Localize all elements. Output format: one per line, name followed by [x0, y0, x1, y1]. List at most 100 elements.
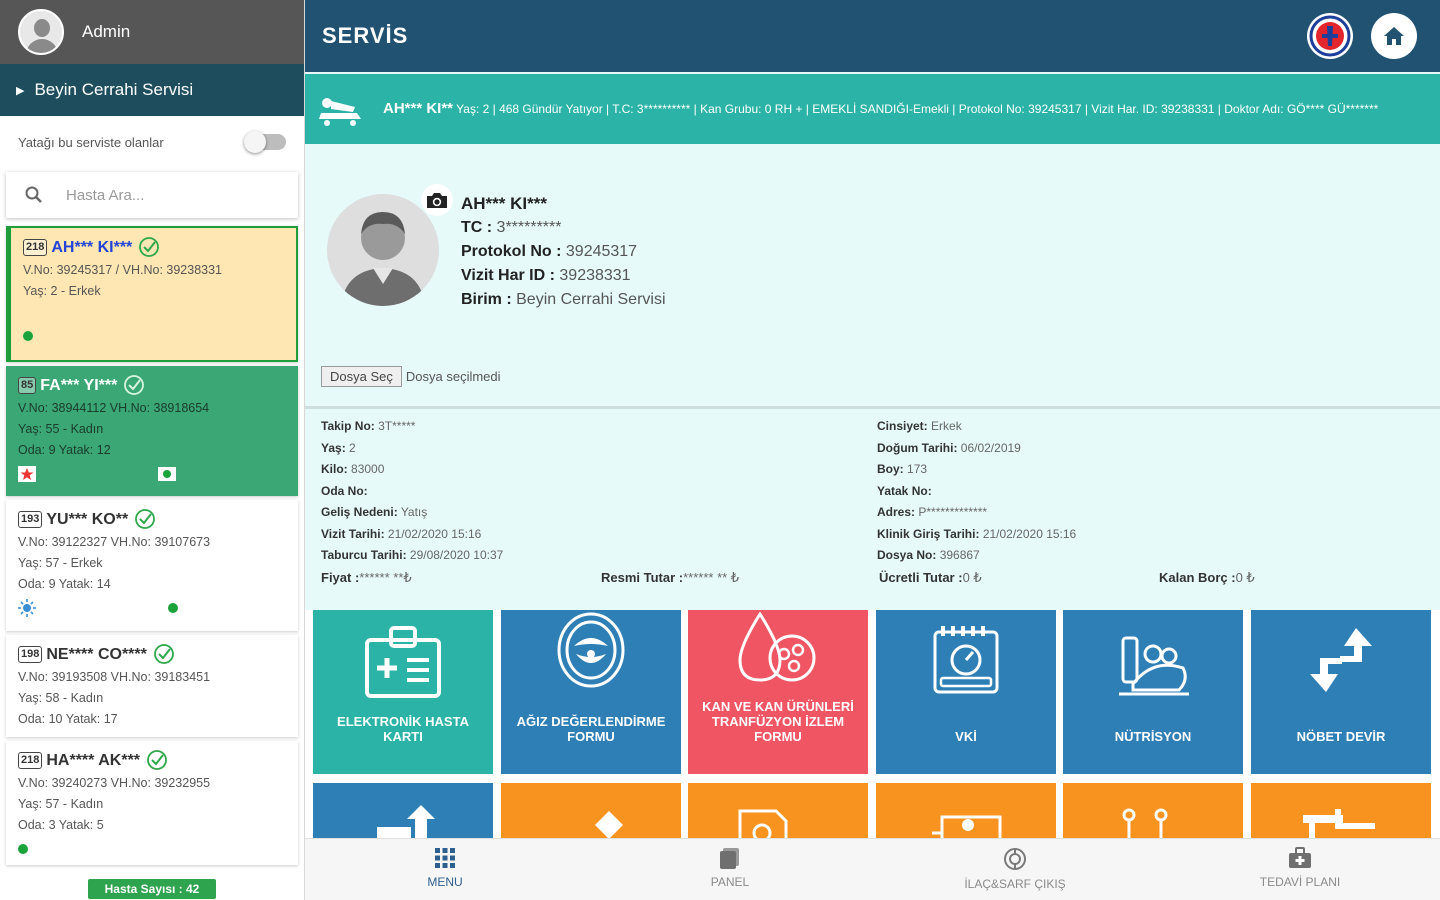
tile-row2-3[interactable] — [688, 783, 868, 843]
tile-label: VKİ — [955, 729, 977, 744]
visit-label: Vizit Har ID : — [461, 267, 560, 284]
detail-label: Yatak No: — [877, 483, 932, 498]
details-right: Cinsiyet: Erkek Doğum Tarihi: 06/02/2019… — [877, 416, 1076, 567]
detail-label: Vizit Tarihi: — [321, 526, 385, 541]
tile-bmi[interactable]: VKİ — [876, 610, 1056, 774]
tile-row2-5[interactable] — [1063, 783, 1243, 843]
status-flag-icon — [158, 467, 176, 481]
tc-label: TC : — [461, 219, 497, 236]
top-bar: SERVİS — [305, 0, 1440, 72]
patient-age-sex: Yaş: 2 - Erkek — [23, 284, 101, 298]
page-title: SERVİS — [322, 23, 409, 48]
bed-badge: 218 — [18, 751, 43, 769]
tile-row2-1[interactable] — [313, 783, 493, 843]
price-value: ****** **₺ — [359, 570, 412, 585]
bed-filter-label: Yatağı bu serviste olanlar — [18, 134, 164, 150]
patient-room: Oda: 3 Yatak: 5 — [18, 818, 104, 832]
patient-card[interactable]: 218 AH*** KI*** V.No: 39245317 / VH.No: 3… — [6, 226, 298, 362]
nav-panel[interactable]: PANEL — [630, 847, 830, 889]
tile-shift-handover[interactable]: NÖBET DEVİR — [1251, 610, 1431, 774]
patient-visit-no: V.No: 39193508 VH.No: 39183451 — [18, 670, 211, 684]
patient-card[interactable]: 85 FA*** YI*** V.No: 38944112 VH.No: 3891… — [6, 366, 298, 496]
visit-value: 39238331 — [559, 267, 631, 284]
tile-row2-6[interactable] — [1251, 783, 1431, 843]
tile-row2-4[interactable] — [876, 783, 1056, 843]
tile-nutrition[interactable]: NÜTRİSYON — [1063, 610, 1243, 774]
patient-room: Oda: 10 Yatak: 17 — [18, 712, 118, 726]
patient-visit-no: V.No: 38944112 VH.No: 38918654 — [18, 401, 210, 415]
detail-label: Doğum Tarihi: — [877, 440, 958, 455]
detail-label: Oda No: — [321, 483, 368, 498]
patient-summary: AH*** KI*** TC : 3********* Protokol No … — [461, 192, 666, 312]
nav-menu[interactable]: MENU — [345, 847, 545, 889]
avatar[interactable] — [18, 9, 64, 55]
home-button[interactable] — [1371, 13, 1417, 59]
detail-value: 173 — [907, 462, 928, 476]
grid-icon — [435, 848, 455, 868]
check-circle-icon — [124, 375, 145, 395]
detail-label: Boy: — [877, 462, 904, 476]
search-input[interactable] — [66, 186, 266, 204]
tools-icon — [1303, 809, 1375, 843]
nav-pharmacy-exit[interactable]: İLAÇ&SARF ÇIKIŞ — [915, 847, 1115, 891]
tile-oral-assessment[interactable]: AĞIZ DEĞERLENDİRME FORMU — [501, 610, 681, 774]
patient-age-sex: Yaş: 58 - Kadın — [18, 691, 104, 705]
patient-room — [23, 302, 286, 323]
home-icon — [1384, 27, 1404, 45]
pharmacy-icon — [1004, 848, 1026, 870]
tile-label: NÖBET DEVİR — [1296, 729, 1386, 744]
choose-file-button[interactable]: Dosya Seç — [321, 366, 402, 387]
check-circle-icon — [147, 750, 167, 770]
detail-label: Geliş Nedeni: — [321, 505, 398, 519]
detail-label: Dosya No: — [877, 548, 937, 562]
detail-value: 3T***** — [378, 419, 416, 433]
patient-card[interactable]: 193 YU*** KO** V.No: 39122327 VH.No: 3910… — [6, 500, 298, 631]
detail-value: Erkek — [931, 419, 962, 433]
nutrition-icon — [1119, 636, 1189, 696]
status-dot-icon — [18, 844, 28, 854]
nav-treatment-plan[interactable]: TEDAVİ PLANI — [1200, 847, 1400, 889]
service-selector[interactable]: ▶ Beyin Cerrahi Servisi — [0, 64, 304, 116]
protocol-label: Protokol No : — [461, 243, 566, 260]
patient-search — [6, 172, 298, 218]
patient-bed-icon — [319, 98, 361, 126]
bed-filter-toggle[interactable] — [244, 131, 286, 153]
bed-badge: 198 — [18, 645, 43, 663]
mouth-icon — [557, 612, 625, 688]
patient-card[interactable]: 218 HA**** AK*** V.No: 39240273 VH.No: 39… — [6, 741, 298, 865]
price-label: Fiyat : — [321, 570, 360, 585]
nav-label: PANEL — [710, 875, 750, 889]
patient-info-strip: AH*** KI** Yaş: 2 | 468 Gündür Yatıyor |… — [305, 72, 1440, 144]
hospital-logo-button[interactable] — [1307, 13, 1353, 59]
camera-button[interactable] — [421, 184, 453, 216]
patient-name: HA**** AK*** — [46, 751, 141, 769]
patient-photo — [327, 194, 439, 306]
patient-visit-no: V.No: 39122327 VH.No: 39107673 — [18, 535, 211, 549]
patient-card[interactable]: 198 NE**** CO**** V.No: 39193508 VH.No: 3… — [6, 635, 298, 737]
search-icon — [25, 186, 42, 203]
status-dot-icon — [168, 603, 178, 613]
tile-row2-2[interactable] — [501, 783, 681, 843]
bottom-nav: MENU PANEL İLAÇ&SARF ÇIKIŞ TEDAVİ PLANI — [305, 838, 1440, 900]
remaining-debt-label: Kalan Borç : — [1159, 570, 1236, 585]
star-flag-icon — [18, 466, 36, 482]
protocol-value: 39245317 — [565, 243, 638, 260]
nav-label: MENU — [427, 875, 463, 889]
detail-label: Kilo: — [321, 462, 348, 476]
bed-badge: 218 — [23, 238, 48, 256]
patient-name: YU*** KO** — [46, 510, 129, 528]
tile-blood-transfusion[interactable]: KAN VE KAN ÜRÜNLERİ TRANFÜZYON İZLEM FOR… — [688, 610, 868, 774]
detail-label: Cinsiyet: — [877, 419, 928, 433]
detail-value: 29/08/2020 10:37 — [409, 548, 504, 562]
paid-amount-label: Ücretli Tutar : — [879, 570, 963, 585]
detail-value: 83000 — [351, 462, 385, 476]
tc-value: 3********* — [496, 219, 562, 236]
bed-filter-row: Yatağı bu serviste olanlar — [0, 116, 304, 168]
file-status: Dosya seçilmedi — [405, 369, 501, 384]
main-content: SERVİS AH*** KI** Yaş: 2 | 468 Gündür Ya… — [305, 0, 1440, 900]
patient-age-sex: Yaş: 55 - Kadın — [18, 422, 104, 436]
tile-electronic-patient-card[interactable]: ELEKTRONİK HASTA KARTI — [313, 610, 493, 774]
nav-label: TEDAVİ PLANI — [1259, 875, 1341, 889]
details-left: Takip No: 3T***** Yaş: 2 Kilo: 83000 Oda… — [321, 416, 503, 567]
official-amount-value: ****** ** ₺ — [683, 570, 740, 585]
